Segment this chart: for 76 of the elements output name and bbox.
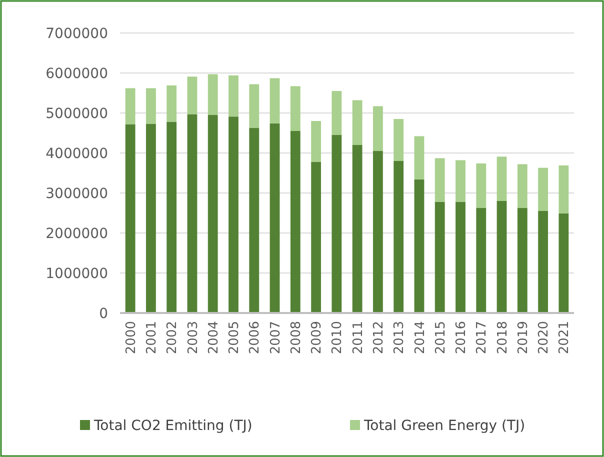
- bar: [538, 168, 548, 211]
- bar: [456, 202, 466, 313]
- bar: [187, 114, 198, 313]
- y-tick-label: 0: [99, 306, 108, 322]
- y-tick-label: 3000000: [46, 186, 108, 202]
- y-tick-label: 4000000: [46, 146, 108, 162]
- bar: [125, 124, 136, 313]
- x-tick-label: 2006: [248, 321, 263, 354]
- x-tick-label: 2004: [206, 321, 222, 354]
- y-tick-label: 5000000: [46, 106, 108, 122]
- bar: [290, 131, 300, 313]
- x-tick-label: 2007: [268, 321, 284, 354]
- bar: [434, 158, 445, 202]
- bar: [414, 179, 424, 313]
- x-tick-label: 2013: [392, 321, 408, 354]
- bar: [187, 76, 198, 114]
- bar: [476, 163, 486, 208]
- bar: [352, 145, 362, 313]
- x-tick-label: 2015: [433, 321, 448, 354]
- legend-label: Total CO2 Emitting (TJ): [93, 418, 252, 434]
- y-tick-label: 6000000: [46, 66, 108, 82]
- x-tick-label: 2010: [330, 321, 346, 354]
- x-tick-label: 2005: [227, 321, 242, 354]
- bar: [208, 74, 218, 115]
- x-tick-label: 2001: [144, 321, 160, 354]
- bar: [517, 208, 528, 313]
- x-tick-label: 2014: [412, 321, 428, 354]
- y-tick-label: 1000000: [46, 266, 108, 282]
- bar: [146, 124, 156, 313]
- x-tick-label: 2021: [557, 321, 572, 354]
- bar: [538, 211, 548, 313]
- x-tick-label: 2019: [516, 321, 531, 354]
- bar: [558, 165, 569, 214]
- bar: [332, 91, 342, 135]
- x-tick-label: 2016: [454, 321, 470, 354]
- bar: [496, 201, 507, 313]
- bar: [166, 122, 177, 313]
- bar: [414, 136, 424, 180]
- x-tick-label: 2018: [495, 321, 510, 354]
- x-tick-label: 2000: [124, 321, 139, 354]
- bar: [166, 85, 177, 122]
- bar: [394, 161, 404, 313]
- y-tick-label: 2000000: [46, 226, 108, 242]
- y-tick-label: 7000000: [46, 26, 108, 42]
- bar: [558, 213, 569, 313]
- bar: [373, 106, 383, 151]
- x-tick-label: 2011: [350, 321, 366, 354]
- bar: [456, 160, 466, 202]
- bar: [290, 86, 300, 131]
- bar: [332, 135, 342, 313]
- x-tick-label: 2002: [165, 321, 180, 354]
- bar: [311, 162, 321, 313]
- bar: [125, 88, 136, 124]
- bar: [352, 100, 362, 145]
- bar: [208, 115, 218, 313]
- bar: [249, 84, 260, 128]
- bar: [434, 202, 445, 313]
- x-tick-label: 2008: [288, 321, 304, 354]
- bar: [476, 208, 486, 313]
- bar: [496, 156, 507, 201]
- bar: [373, 151, 383, 313]
- bar: [228, 116, 238, 313]
- x-tick-label: 2009: [310, 321, 325, 354]
- bar: [270, 123, 280, 313]
- bar: [249, 128, 260, 313]
- bar: [270, 78, 280, 124]
- bar: [146, 88, 156, 124]
- x-tick-label: 2012: [372, 321, 387, 354]
- legend-label: Total Green Energy (TJ): [363, 418, 526, 434]
- x-tick-label: 2003: [186, 321, 201, 354]
- bar: [517, 164, 528, 208]
- x-tick-label: 2020: [536, 321, 552, 354]
- bar: [311, 121, 321, 162]
- x-tick-label: 2017: [474, 321, 490, 354]
- bar: [394, 119, 404, 161]
- bar: [228, 75, 238, 117]
